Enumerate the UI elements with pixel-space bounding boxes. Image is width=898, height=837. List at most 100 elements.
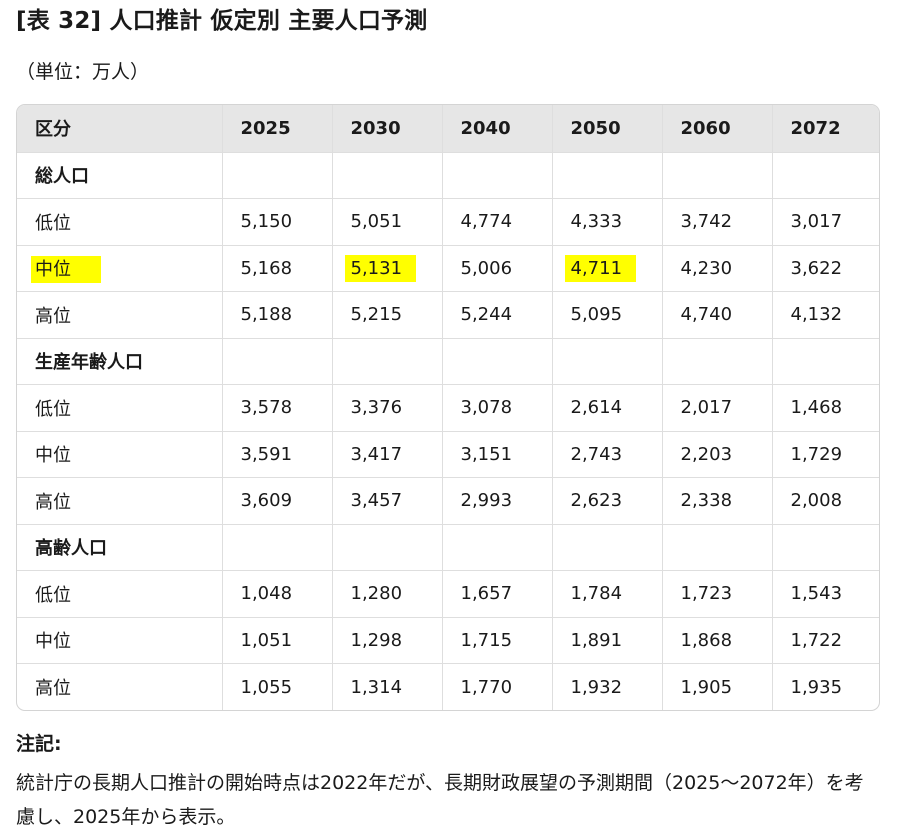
- value-cell: 1,051: [222, 617, 333, 664]
- value-cell: 2,623: [552, 477, 663, 525]
- value-cell: 3,017: [772, 198, 879, 246]
- value-cell: 1,891: [552, 617, 663, 664]
- value-cell: 3,591: [222, 431, 333, 478]
- note-body: 統計庁の長期人口推計の開始時点は2022年だが、長期財政展望の予測期間（2025…: [16, 772, 864, 828]
- value-cell: 1,048: [222, 570, 333, 618]
- value-cell: 2,743: [552, 431, 663, 478]
- table-group-row: 生産年齢人口: [17, 338, 879, 385]
- value-cell: 4,132: [772, 291, 879, 339]
- value-cell: 2,008: [772, 477, 879, 525]
- value-cell: 1,935: [790, 676, 843, 698]
- row-label-cell: 高位: [17, 291, 223, 339]
- row-label-cell: 低位: [17, 198, 223, 246]
- value-cell: [662, 152, 773, 199]
- column-header-year: 2072: [772, 105, 879, 153]
- table-row: 中位 1,051 1,298 1,715 1,891 1,868 1,722: [17, 617, 879, 664]
- value-cell: 1,722: [772, 617, 879, 664]
- table-header-row: 区分 2025 2030 2040 2050 2060 2072: [17, 105, 879, 153]
- value-cell: 3,151: [442, 431, 553, 478]
- value-cell: 3,742: [662, 198, 773, 246]
- value-cell: [552, 152, 663, 199]
- page-title: [表 32] 人口推計 仮定別 主要人口予測: [16, 8, 428, 34]
- value-cell: [772, 524, 879, 571]
- value-cell: 4,774: [442, 198, 553, 246]
- value-cell: 2,614: [552, 384, 663, 432]
- value-cell: [442, 338, 553, 385]
- value-cell: 3,609: [222, 477, 333, 525]
- highlighted-value: 5,131: [344, 254, 417, 282]
- value-cell: 2,203: [662, 431, 773, 478]
- value-cell: 1,468: [772, 384, 879, 432]
- value-cell: [772, 152, 879, 199]
- value-cell: [222, 338, 333, 385]
- value-cell: 3,417: [332, 431, 443, 478]
- table-row: 高位 3,609 3,457 2,993 2,623 2,338 2,008: [17, 477, 879, 525]
- value-cell: 2,017: [662, 384, 773, 432]
- column-header-year: 2040: [442, 105, 553, 153]
- value-cell: 1,770: [442, 663, 553, 710]
- value-cell: [552, 338, 663, 385]
- column-header-year: 2025: [222, 105, 333, 153]
- value-cell: 5,188: [222, 291, 333, 339]
- value-cell: 5,131: [332, 245, 443, 292]
- group-label-cell: 総人口: [17, 152, 223, 199]
- note-heading: 注記:: [16, 733, 62, 755]
- value-cell: 3,376: [332, 384, 443, 432]
- value-cell: [332, 524, 443, 571]
- value-cell: [332, 338, 443, 385]
- value-cell: 1,055: [222, 663, 333, 710]
- column-header-year: 2050: [552, 105, 663, 153]
- value-cell: [332, 152, 443, 199]
- value-cell: 1,784: [552, 570, 663, 618]
- group-label-cell: 高齢人口: [17, 524, 223, 571]
- population-table-container: 区分 2025 2030 2040 2050 2060 2072 総人口 低位 5,150 5,0…: [16, 104, 880, 711]
- row-label-cell: 中位: [17, 245, 223, 292]
- value-cell: 3,078: [442, 384, 553, 432]
- highlighted-value: 中位: [31, 256, 101, 284]
- value-cell: 3,578: [222, 384, 333, 432]
- highlighted-value: 4,711: [564, 254, 637, 282]
- group-label-cell: 生産年齢人口: [17, 338, 223, 385]
- value-cell: 3,622: [772, 245, 879, 292]
- value-cell: [662, 338, 773, 385]
- value-cell: 2,338: [662, 477, 773, 525]
- value-cell: 1,868: [662, 617, 773, 664]
- value-cell: [662, 524, 773, 571]
- value-cell: 1,905: [662, 663, 773, 710]
- value-cell: 5,168: [222, 245, 333, 292]
- row-label-cell: 中位: [17, 431, 223, 478]
- column-header-year: 2030: [332, 105, 443, 153]
- value-cell: 1,715: [442, 617, 553, 664]
- value-cell: 1,729: [772, 431, 879, 478]
- table-row: 低位 5,150 5,051 4,774 4,333 3,742 3,017: [17, 198, 879, 246]
- table-group-row: 高齢人口: [17, 524, 879, 571]
- row-label-cell: 低位: [17, 384, 223, 432]
- row-label-cell: 中位: [17, 617, 223, 664]
- table-row: 中位 3,591 3,417 3,151 2,743 2,203 1,729: [17, 431, 879, 478]
- table-row: 中位 5,168 5,131 5,006 4,711 4,230 3,622: [17, 245, 879, 292]
- row-label-cell: 高位: [17, 477, 223, 525]
- table-row: 低位 3,578 3,376 3,078 2,614 2,017 1,468: [17, 384, 879, 432]
- population-table: 区分 2025 2030 2040 2050 2060 2072 総人口 低位 5,150 5,0…: [17, 105, 879, 710]
- row-label-cell: 高位: [17, 663, 223, 710]
- table-row: 低位 1,048 1,280 1,657 1,784 1,723 1,543: [17, 570, 879, 618]
- value-cell: 1,543: [772, 570, 879, 618]
- value-cell: 5,150: [222, 198, 333, 246]
- value-cell: 5,244: [442, 291, 553, 339]
- column-header-year: 2060: [662, 105, 773, 153]
- value-cell: 5,006: [442, 245, 553, 292]
- value-cell: 5,095: [552, 291, 663, 339]
- table-row: 高位 1,055 1,314 1,770 1,932 1,905 1,935: [17, 663, 879, 710]
- value-cell: [222, 152, 333, 199]
- value-cell: 5,051: [332, 198, 443, 246]
- value-cell: [772, 338, 879, 385]
- table-body: 総人口 低位 5,150 5,051 4,774 4,333 3,742 3,017 中位 5,1…: [17, 152, 879, 710]
- row-label-cell: 低位: [17, 570, 223, 618]
- value-cell: [442, 152, 553, 199]
- value-cell: 3,457: [332, 477, 443, 525]
- value-cell: 4,230: [662, 245, 773, 292]
- value-cell: 5,215: [332, 291, 443, 339]
- value-cell: 2,993: [442, 477, 553, 525]
- value-cell: [442, 524, 553, 571]
- table-row: 高位 5,188 5,215 5,244 5,095 4,740 4,132: [17, 291, 879, 339]
